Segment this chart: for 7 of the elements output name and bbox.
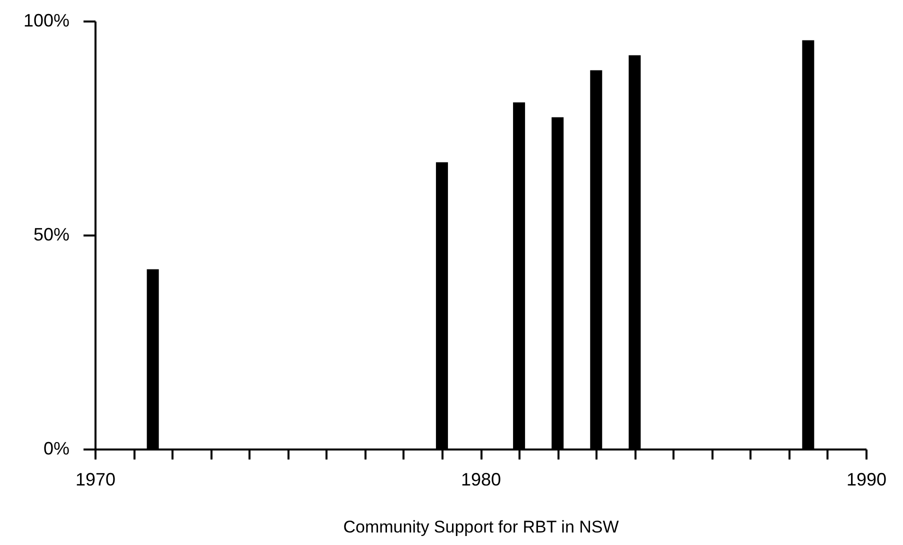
x-tick-label: 1990 (846, 470, 887, 490)
y-tick-label: 50% (33, 224, 70, 244)
y-tick-label: 100% (23, 10, 70, 30)
y-tick-label: 0% (43, 438, 70, 458)
x-tick-label: 1980 (460, 470, 502, 490)
x-tick-label: 1970 (75, 470, 116, 490)
x-axis-title: Community Support for RBT in NSW (343, 518, 619, 536)
